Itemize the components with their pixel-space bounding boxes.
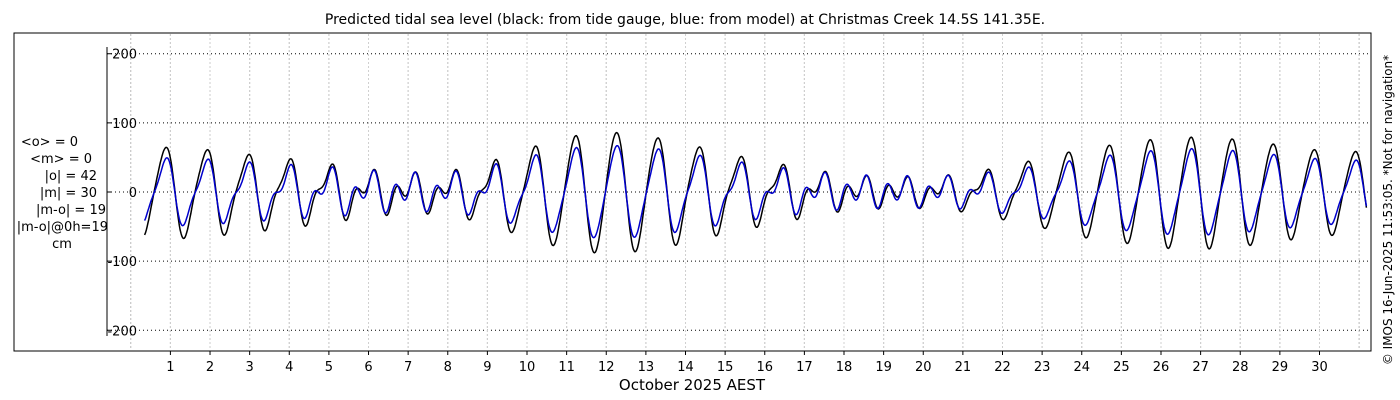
x-tick-label: 14 [677, 360, 694, 375]
x-tick-label: 30 [1311, 360, 1328, 375]
x-tick-label: 11 [558, 360, 575, 375]
x-tick-label: 19 [875, 360, 892, 375]
stat-abs-obs: |o| = 42 [45, 169, 97, 184]
x-tick-label: 28 [1232, 360, 1249, 375]
x-tick-label: 27 [1192, 360, 1209, 375]
x-tick-label: 20 [915, 360, 932, 375]
x-tick-label: 5 [325, 360, 333, 375]
gauge-series-line [143, 131, 1368, 254]
x-tick-label: 6 [364, 360, 372, 375]
y-tick-label: 0 [129, 186, 137, 201]
series-lines [143, 131, 1368, 254]
stats-block: <o> = 0 <m> = 0 |o| = 42 |m| = 30 |m-o| … [17, 135, 108, 252]
footer-credit: © IMOS 16-Jun-2025 11:53:05. *Not for na… [1381, 55, 1395, 365]
x-tick-label: 21 [955, 360, 972, 375]
y-tick-label: 200 [112, 48, 137, 63]
x-tick-label: 10 [519, 360, 536, 375]
x-tick-label: 4 [285, 360, 293, 375]
stat-abs-model: |m| = 30 [40, 186, 97, 201]
stat-mean-obs: <o> = 0 [21, 135, 78, 150]
model-series-line [143, 144, 1368, 239]
x-tick-label: 22 [994, 360, 1011, 375]
x-tick-label: 9 [483, 360, 491, 375]
x-axis-ticks: 1 2 3 4 5 6 7 8 9 10 11 12 13 14 15 16 17 18 19 20 21 22 23 24 2… [166, 351, 1328, 375]
x-tick-label: 23 [1034, 360, 1051, 375]
chart-title: Predicted tidal sea level (black: from t… [325, 12, 1045, 28]
stat-abs-diff-0h: |m-o|@0h=19 [17, 220, 108, 235]
x-tick-label: 8 [444, 360, 452, 375]
x-tick-label: 29 [1272, 360, 1289, 375]
x-tick-label: 15 [717, 360, 734, 375]
stat-unit: cm [52, 237, 72, 252]
x-tick-label: 7 [404, 360, 412, 375]
x-tick-label: 26 [1153, 360, 1170, 375]
y-tick-label: -100 [107, 255, 137, 270]
stat-abs-diff: |m-o| = 19 [36, 203, 106, 218]
x-axis-label: October 2025 AEST [619, 376, 766, 394]
x-tick-label: 18 [836, 360, 853, 375]
x-tick-label: 12 [598, 360, 615, 375]
x-tick-label: 1 [166, 360, 174, 375]
x-tick-label: 17 [796, 360, 813, 375]
x-tick-label: 2 [206, 360, 214, 375]
stat-mean-model: <m> = 0 [30, 152, 92, 167]
grid [107, 34, 1371, 350]
x-tick-label: 25 [1113, 360, 1130, 375]
y-axis-ticks: -200 -100 0 100 200 [107, 48, 137, 339]
x-tick-label: 13 [638, 360, 655, 375]
x-tick-label: 3 [246, 360, 254, 375]
y-tick-label: 100 [112, 117, 137, 132]
x-tick-label: 16 [756, 360, 773, 375]
y-tick-label: -200 [107, 324, 137, 339]
outer-frame [13, 32, 1372, 352]
x-tick-label: 24 [1073, 360, 1090, 375]
